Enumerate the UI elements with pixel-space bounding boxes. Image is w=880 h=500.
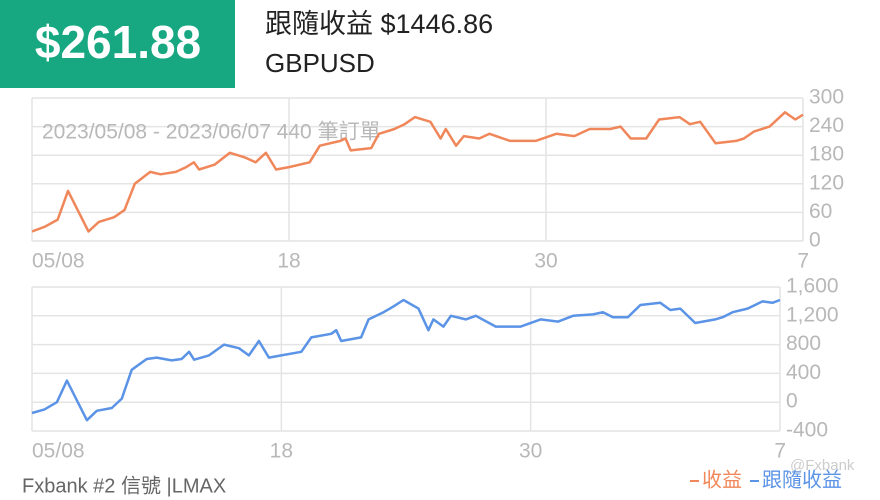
x-tick-label: 18: [277, 250, 300, 273]
x-tick-label: 30: [519, 440, 542, 463]
header-symbol: GBPUSD: [265, 48, 375, 78]
x-tick-label: 05/08: [32, 440, 85, 463]
header-value: $261.88: [35, 16, 201, 68]
series-line: [31, 111, 804, 233]
y-tick-label: 120: [809, 171, 844, 194]
chart-subtitle: 2023/05/08 - 2023/06/07 440 筆訂單: [42, 121, 381, 144]
y-tick-label: 240: [809, 114, 844, 137]
x-tick-label: 30: [534, 250, 557, 273]
y-tick-label: 1,200: [786, 303, 839, 326]
y-tick-label: 0: [809, 229, 821, 252]
watermark: @Fxbank: [790, 457, 855, 474]
y-tick-label: 800: [786, 332, 821, 355]
x-tick-label: 05/08: [32, 250, 85, 273]
x-tick-label: 7: [797, 250, 809, 273]
header-title: 跟隨收益 $1446.86: [265, 9, 493, 39]
legend-label: 收益: [702, 468, 742, 491]
footer: Fxbank #2 信號 |LMAX: [22, 474, 226, 497]
y-tick-label: 400: [786, 361, 821, 384]
y-tick-label: -400: [786, 419, 828, 442]
y-tick-label: 1,600: [786, 275, 839, 298]
y-tick-label: 0: [786, 390, 798, 413]
series-line: [31, 298, 781, 422]
y-tick-label: 300: [809, 86, 844, 109]
legend-label: 跟隨收益: [762, 468, 842, 491]
x-tick-label: 18: [270, 440, 293, 463]
value-badge: [0, 0, 235, 88]
y-tick-label: 180: [809, 143, 844, 166]
x-tick-label: 7: [774, 440, 786, 463]
y-tick-label: 60: [809, 200, 832, 223]
